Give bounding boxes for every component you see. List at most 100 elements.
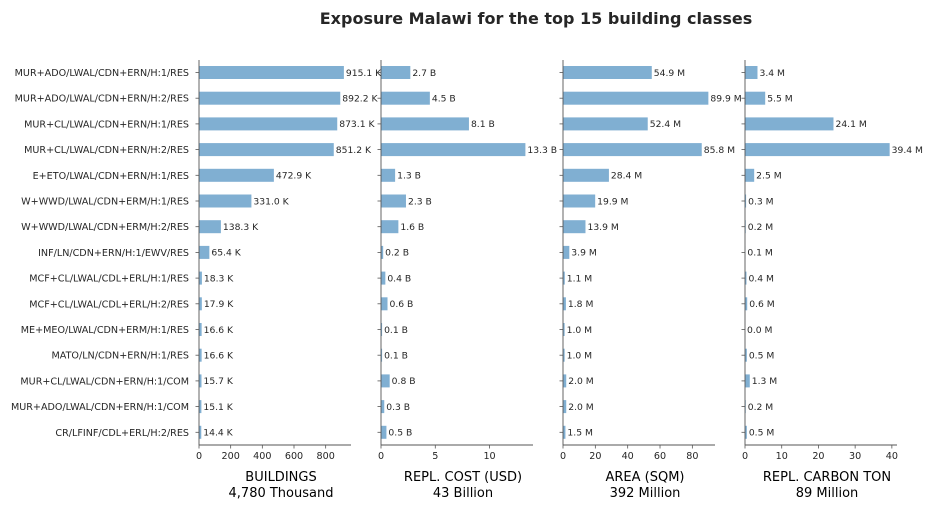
x-tick-label: 40: [622, 451, 634, 462]
x-axis-label: REPL. COST (USD): [404, 470, 522, 485]
category-label: E+ETO/LWAL/CDN+ERN/H:1/RES: [33, 171, 189, 182]
x-tick-label: 0: [560, 451, 566, 462]
bar: [745, 117, 834, 131]
data-label: 28.4 M: [611, 171, 642, 182]
bar: [381, 348, 383, 362]
data-label: 1.3 B: [397, 171, 421, 182]
bar: [381, 400, 385, 414]
bar: [563, 374, 567, 388]
data-label: 15.1 K: [203, 402, 233, 413]
data-label: 15.7 K: [203, 376, 233, 387]
data-label: 138.3 K: [223, 222, 259, 233]
data-label: 873.1 K: [339, 119, 375, 130]
bar: [199, 425, 202, 439]
data-label: 0.4 M: [748, 273, 774, 284]
x-tick-label: 10: [776, 451, 788, 462]
bar: [563, 271, 565, 285]
data-label: 17.9 K: [204, 299, 234, 310]
bar: [563, 245, 570, 259]
data-label: 2.7 B: [412, 68, 436, 79]
data-label: 19.9 M: [597, 196, 628, 207]
data-label: 0.3 B: [386, 402, 410, 413]
x-tick-label: 30: [849, 451, 861, 462]
data-label: 0.1 M: [747, 248, 773, 259]
bar: [199, 271, 202, 285]
category-label: CR/LFINF/CDL+ERL/H:2/RES: [55, 428, 189, 439]
x-axis-total: 43 Billion: [433, 486, 493, 501]
x-tick-label: 20: [589, 451, 601, 462]
bar: [199, 348, 202, 362]
data-label: 2.3 B: [408, 196, 432, 207]
bar: [745, 271, 747, 285]
data-label: 14.4 K: [203, 428, 233, 439]
data-label: 13.9 M: [587, 222, 618, 233]
data-label: 16.6 K: [204, 325, 234, 336]
bar: [381, 220, 399, 234]
data-label: 85.8 M: [704, 145, 735, 156]
bar: [199, 400, 202, 414]
bar: [563, 425, 566, 439]
bar: [745, 91, 766, 105]
category-label: MATO/LN/CDN+ERN/H:1/RES: [51, 351, 189, 362]
bar: [199, 143, 334, 157]
category-label: MUR+ADO/LWAL/CDN+ERN/H:1/RES: [15, 68, 189, 79]
bar: [563, 117, 648, 131]
x-tick-label: 800: [317, 451, 335, 462]
category-label: MCF+CL/LWAL/CDL+ERL/H:2/RES: [29, 299, 189, 310]
data-label: 39.4 M: [892, 145, 923, 156]
data-label: 4.5 B: [432, 94, 456, 105]
bar: [381, 323, 383, 336]
category-label: INF/LN/CDN+ERN/H:1/EWV/RES: [38, 248, 189, 259]
bar: [381, 168, 396, 182]
data-label: 3.9 M: [571, 248, 597, 259]
category-label: W+WWD/LWAL/CDN+ERM/H:2/RES: [21, 222, 189, 233]
data-label: 0.5 B: [388, 428, 412, 439]
bar: [381, 91, 430, 105]
plot-area: MUR+ADO/LWAL/CDN+ERN/H:1/RES MUR+ADO/LWAL…: [11, 60, 923, 501]
bar: [199, 323, 202, 336]
data-label: 1.1 M: [567, 273, 593, 284]
x-tick-label: 60: [654, 451, 666, 462]
data-label: 0.6 B: [390, 299, 414, 310]
bar: [563, 220, 586, 234]
bar: [199, 297, 202, 311]
data-label: 0.1 B: [384, 351, 408, 362]
x-tick-label: 200: [222, 451, 240, 462]
category-label: MUR+ADO/LWAL/CDN+ERN/H:1/COM: [11, 402, 189, 413]
bar: [745, 425, 747, 439]
data-label: 472.9 K: [276, 171, 312, 182]
bar: [381, 425, 387, 439]
panel-2: 2.7 B 4.5 B 8.1 B 13.3 B 1.3 B 2.3 B 1.6 B 0.2 …: [377, 60, 557, 501]
data-label: 3.4 M: [759, 68, 785, 79]
bar: [381, 143, 526, 157]
data-label: 0.3 M: [748, 196, 774, 207]
panel-3: 54.9 M 89.9 M 52.4 M 85.8 M 28.4 M 19.9 M 13.9…: [559, 60, 742, 501]
data-label: 0.4 B: [387, 273, 411, 284]
x-tick-label: 0: [196, 451, 202, 462]
x-tick-label: 20: [812, 451, 824, 462]
bar: [199, 168, 274, 182]
bar: [563, 297, 566, 311]
x-tick-label: 600: [285, 451, 303, 462]
data-label: 0.2 M: [748, 402, 774, 413]
data-label: 1.0 M: [567, 351, 593, 362]
bar: [199, 220, 221, 234]
bar: [563, 91, 709, 105]
data-label: 65.4 K: [211, 248, 241, 259]
bar: [381, 66, 411, 79]
data-label: 13.3 B: [527, 145, 557, 156]
bar: [745, 168, 755, 182]
category-label: MUR+ADO/LWAL/CDN+ERN/H:2/RES: [15, 94, 189, 105]
x-tick-label: 5: [432, 451, 438, 462]
bar: [199, 66, 344, 79]
bar: [381, 374, 390, 388]
data-label: 1.6 B: [400, 222, 424, 233]
bar: [563, 66, 652, 79]
bar: [381, 194, 406, 208]
bar: [381, 297, 388, 311]
data-label: 0.8 B: [392, 376, 416, 387]
x-tick-label: 40: [886, 451, 898, 462]
data-label: 892.2 K: [342, 94, 378, 105]
bar: [381, 271, 386, 285]
